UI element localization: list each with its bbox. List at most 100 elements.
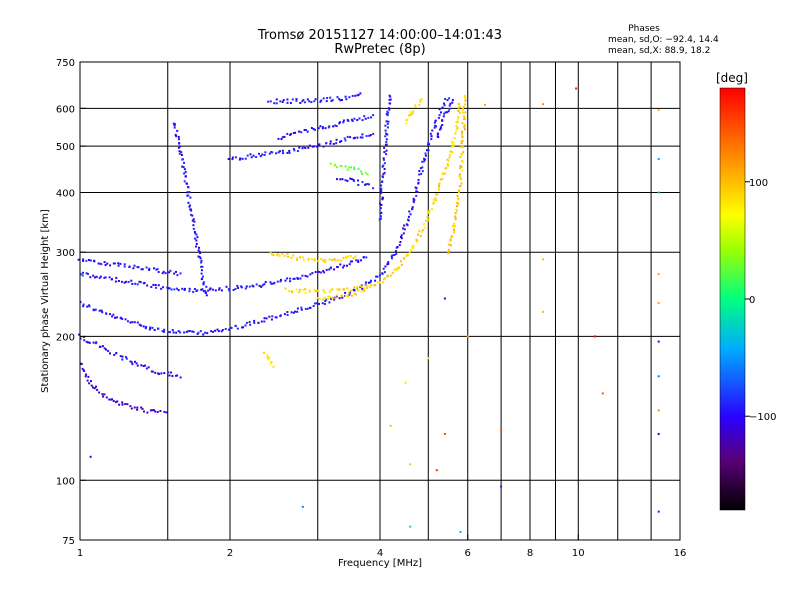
trace-point: [385, 149, 388, 152]
trace-point: [328, 125, 331, 128]
trace-point: [154, 371, 157, 374]
trace-point: [389, 102, 392, 105]
trace-point: [267, 358, 270, 361]
trace-point: [183, 331, 186, 334]
trace-point: [426, 220, 429, 222]
trace-point: [436, 193, 439, 196]
trace-point: [332, 142, 335, 145]
trace-point: [99, 345, 102, 348]
trace-point: [162, 270, 165, 273]
trace-point: [106, 262, 109, 265]
scatter-point: [657, 109, 660, 112]
trace-point: [304, 307, 307, 310]
trace-point: [268, 152, 271, 155]
trace-point: [353, 292, 356, 295]
trace-point: [220, 330, 223, 333]
trace-point: [343, 264, 346, 267]
trace-point: [372, 284, 375, 287]
trace-point: [281, 136, 284, 139]
trace-point: [187, 330, 189, 333]
trace-point: [133, 264, 136, 267]
scatter-point: [466, 335, 469, 338]
trace-point: [94, 342, 97, 345]
trace-point: [177, 138, 180, 141]
trace-point: [218, 287, 221, 290]
trace-point: [319, 271, 322, 274]
trace-point: [261, 284, 264, 287]
trace-point: [286, 151, 289, 154]
trace-point: [408, 210, 411, 213]
trace-point: [346, 264, 348, 267]
trace-point: [290, 256, 293, 259]
trace-point: [288, 290, 291, 293]
trace-point: [314, 258, 316, 261]
trace-point: [181, 158, 184, 161]
trace-point: [263, 317, 266, 320]
trace-point: [354, 255, 357, 258]
trace-point: [324, 127, 327, 130]
data-points: [77, 87, 660, 533]
trace-point: [156, 411, 159, 413]
trace-point: [167, 287, 170, 290]
trace-point: [348, 290, 351, 293]
trace-point: [334, 124, 337, 127]
trace-point: [176, 274, 179, 277]
trace-point: [265, 317, 268, 320]
trace-point: [308, 291, 311, 293]
scatter-point: [301, 505, 304, 508]
trace-point: [463, 125, 466, 128]
trace-point: [179, 272, 182, 275]
trace-point: [273, 102, 276, 105]
trace-point: [400, 234, 403, 237]
scatter-point: [404, 381, 407, 384]
trace-point: [332, 125, 335, 128]
trace-point: [246, 154, 249, 157]
trace-point: [347, 119, 350, 122]
trace-point: [457, 109, 460, 112]
scatter-point: [575, 87, 578, 90]
trace-point: [288, 149, 291, 152]
trace-point: [346, 168, 349, 171]
trace-point: [200, 288, 203, 291]
trace-point: [79, 273, 82, 276]
trace-point: [357, 259, 360, 262]
trace-point: [395, 246, 398, 249]
trace-point: [192, 224, 195, 227]
trace-point: [368, 134, 371, 137]
trace-point: [244, 287, 247, 290]
trace-point: [414, 104, 417, 107]
trace-point: [161, 330, 164, 333]
trace-point: [277, 151, 280, 154]
trace-point: [198, 250, 201, 253]
trace-point: [231, 158, 234, 161]
trace-point: [441, 172, 444, 175]
trace-point: [271, 315, 274, 318]
trace-point: [419, 167, 422, 170]
trace-point: [320, 257, 322, 260]
trace-point: [369, 134, 372, 136]
trace-point: [395, 268, 398, 271]
trace-point: [412, 197, 415, 200]
trace-point: [163, 411, 166, 413]
trace-point: [461, 108, 464, 110]
trace-point: [432, 201, 435, 204]
trace-point: [234, 324, 237, 327]
trace-point: [422, 229, 425, 232]
trace-point: [313, 259, 316, 262]
trace-point: [245, 285, 248, 288]
trace-point: [341, 178, 344, 181]
trace-point: [87, 272, 89, 275]
trace-point: [342, 119, 345, 122]
trace-point: [263, 320, 266, 323]
trace-point: [109, 313, 111, 316]
trace-point: [304, 288, 307, 291]
trace-point: [344, 295, 347, 298]
trace-point: [342, 288, 345, 291]
trace-point: [372, 114, 375, 117]
x-tick-label: 16: [674, 548, 687, 559]
trace-point: [152, 283, 155, 286]
trace-point: [200, 261, 203, 264]
trace-point: [143, 410, 145, 413]
trace-point: [87, 341, 89, 344]
x-axis-label: Frequency [MHz]: [338, 558, 422, 569]
